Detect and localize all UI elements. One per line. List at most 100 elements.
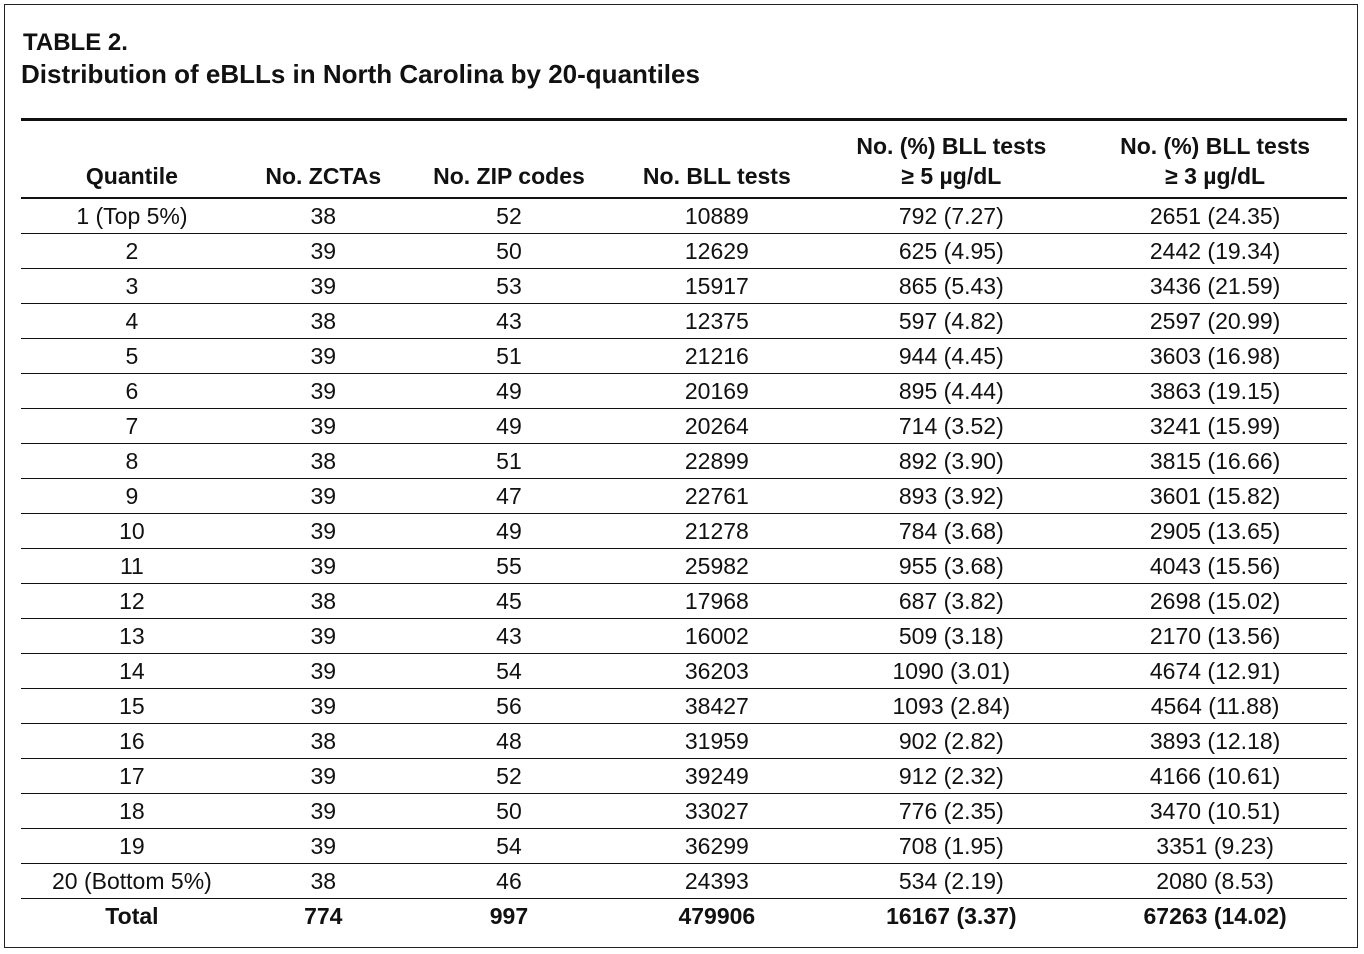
table-cell: 10889 bbox=[614, 198, 820, 234]
table-cell: 792 (7.27) bbox=[819, 198, 1084, 234]
table-cell: 5 bbox=[21, 338, 243, 374]
table-cell: 2651 (24.35) bbox=[1083, 198, 1347, 234]
column-header: Quantile bbox=[21, 119, 243, 199]
table-cell: 19 bbox=[21, 828, 243, 864]
table-cell: 49 bbox=[403, 373, 615, 409]
table-cell: 54 bbox=[403, 653, 615, 689]
table-label: TABLE 2. bbox=[23, 29, 128, 56]
table-head: Quantile No. ZCTAs No. ZIP codes No. BLL te… bbox=[21, 119, 1347, 199]
table-cell: 43 bbox=[403, 618, 615, 654]
table-cell: 534 (2.19) bbox=[819, 863, 1084, 899]
table-cell: 21216 bbox=[614, 338, 820, 374]
table-cell: 20169 bbox=[614, 373, 820, 409]
table-title: Distribution of eBLLs in North Carolina … bbox=[21, 59, 700, 89]
table-cell: 52 bbox=[403, 758, 615, 794]
table-row: 19 39 54 36299 708 (1.95) 3351 (9.23) bbox=[21, 828, 1347, 864]
header-line: No. ZCTAs bbox=[265, 163, 382, 189]
total-cell: 479906 bbox=[678, 902, 756, 929]
table-row: 2 39 50 12629 625 (4.95) 2442 (19.34) bbox=[21, 233, 1347, 269]
header-line: No. BLL tests bbox=[642, 163, 791, 189]
table-cell: 38 bbox=[242, 863, 404, 899]
table-cell: 38 bbox=[242, 443, 404, 479]
table-cell: 47 bbox=[403, 478, 615, 514]
table-cell: 33027 bbox=[614, 793, 820, 829]
table-cell: 53 bbox=[403, 268, 615, 304]
table-cell: 955 (3.68) bbox=[819, 548, 1084, 584]
table-cell: 708 (1.95) bbox=[819, 828, 1084, 864]
table-cell: 6 bbox=[21, 373, 243, 409]
table-row: 1 (Top 5%) 38 52 10889 792 (7.27) 2651 (24.35… bbox=[21, 198, 1347, 234]
table-cell: 2442 (19.34) bbox=[1083, 233, 1347, 269]
table-cell: 55 bbox=[403, 548, 615, 584]
table-cell: 9 bbox=[21, 478, 243, 514]
table-row: 9 39 47 22761 893 (3.92) 3601 (15.82) bbox=[21, 478, 1347, 514]
table-cell: 4564 (11.88) bbox=[1083, 688, 1347, 724]
table-cell: 892 (3.90) bbox=[819, 443, 1084, 479]
total-row: Total 774 997 479906 16167 (3.37) 67263 (14.0… bbox=[21, 899, 1347, 934]
table-cell: 31959 bbox=[614, 723, 820, 759]
table-cell: 43 bbox=[403, 303, 615, 339]
table-cell: 20264 bbox=[614, 408, 820, 444]
table-cell: 687 (3.82) bbox=[819, 583, 1084, 619]
table-cell: 48 bbox=[403, 723, 615, 759]
table-cell: 902 (2.82) bbox=[819, 723, 1084, 759]
table-cell: 39 bbox=[242, 268, 404, 304]
table-cell: 3436 (21.59) bbox=[1083, 268, 1347, 304]
table-cell: 865 (5.43) bbox=[819, 268, 1084, 304]
table-cell: 784 (3.68) bbox=[819, 513, 1084, 549]
table-cell: 2 bbox=[21, 233, 243, 269]
table-cell: 3603 (16.98) bbox=[1083, 338, 1347, 374]
table-cell: 1090 (3.01) bbox=[819, 653, 1084, 689]
table-row: 15 39 56 38427 1093 (2.84) 4564 (11.88) bbox=[21, 688, 1347, 724]
table-cell: 4043 (15.56) bbox=[1083, 548, 1347, 584]
table-cell: 22899 bbox=[614, 443, 820, 479]
column-header: No. ZCTAs bbox=[242, 119, 404, 199]
table-cell: 38 bbox=[242, 303, 404, 339]
table-cell: 22761 bbox=[614, 478, 820, 514]
table-cell: 625 (4.95) bbox=[819, 233, 1084, 269]
table-cell: 38 bbox=[242, 198, 404, 234]
table-row: 10 39 49 21278 784 (3.68) 2905 (13.65) bbox=[21, 513, 1347, 549]
table-cell: 3241 (15.99) bbox=[1083, 408, 1347, 444]
total-cell: 16167 (3.37) bbox=[886, 902, 1017, 929]
table-row: 8 38 51 22899 892 (3.90) 3815 (16.66) bbox=[21, 443, 1347, 479]
table-frame: TABLE 2. Distribution of eBLLs in North … bbox=[4, 4, 1358, 948]
table-cell: 7 bbox=[21, 408, 243, 444]
table-cell: 38 bbox=[242, 723, 404, 759]
header-line: No. ZIP codes bbox=[433, 163, 585, 189]
header-line: ≥ 3 µg/dL bbox=[1165, 163, 1266, 189]
table-cell: 12 bbox=[21, 583, 243, 619]
table-cell: 3 bbox=[21, 268, 243, 304]
table-cell: 17968 bbox=[614, 583, 820, 619]
table-cell: 39 bbox=[242, 793, 404, 829]
table-cell: 3815 (16.66) bbox=[1083, 443, 1347, 479]
table-cell: 2170 (13.56) bbox=[1083, 618, 1347, 654]
total-cell: Total bbox=[105, 902, 159, 929]
table-row: 20 (Bottom 5%) 38 46 24393 534 (2.19) 2080 (8… bbox=[21, 863, 1347, 899]
table-cell: 39 bbox=[242, 478, 404, 514]
table-cell: 39 bbox=[242, 758, 404, 794]
table-row: 17 39 52 39249 912 (2.32) 4166 (10.61) bbox=[21, 758, 1347, 794]
table-cell: 18 bbox=[21, 793, 243, 829]
total-cell: 67263 (14.02) bbox=[1143, 902, 1287, 929]
table-cell: 2698 (15.02) bbox=[1083, 583, 1347, 619]
table-cell: 39 bbox=[242, 513, 404, 549]
table-cell: 597 (4.82) bbox=[819, 303, 1084, 339]
table-row: 13 39 43 16002 509 (3.18) 2170 (13.56) bbox=[21, 618, 1347, 654]
table-row: 4 38 43 12375 597 (4.82) 2597 (20.99) bbox=[21, 303, 1347, 339]
table-row: 11 39 55 25982 955 (3.68) 4043 (15.56) bbox=[21, 548, 1347, 584]
table-cell: 45 bbox=[403, 583, 615, 619]
table-cell: 3351 (9.23) bbox=[1083, 828, 1347, 864]
table-row: 7 39 49 20264 714 (3.52) 3241 (15.99) bbox=[21, 408, 1347, 444]
table-cell: 52 bbox=[403, 198, 615, 234]
total-cell: 774 bbox=[304, 902, 343, 929]
table-cell: 912 (2.32) bbox=[819, 758, 1084, 794]
table-row: 18 39 50 33027 776 (2.35) 3470 (10.51) bbox=[21, 793, 1347, 829]
table-cell: 21278 bbox=[614, 513, 820, 549]
table-cell: 54 bbox=[403, 828, 615, 864]
table-cell: 39 bbox=[242, 373, 404, 409]
header-line: ≥ 5 µg/dL bbox=[901, 163, 1002, 189]
header-line: No. (%) BLL tests bbox=[1120, 133, 1311, 159]
table-cell: 50 bbox=[403, 793, 615, 829]
table-cell: 2597 (20.99) bbox=[1083, 303, 1347, 339]
